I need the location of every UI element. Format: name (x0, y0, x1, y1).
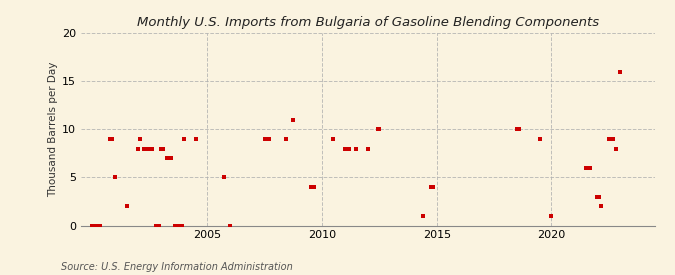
Point (309, 185, 320, 189)
Point (122, 204, 132, 208)
Point (133, 146, 144, 151)
Point (263, 137, 274, 141)
Point (171, 223, 182, 228)
Point (580, 166, 591, 170)
Point (91, 223, 102, 228)
Point (87, 223, 98, 228)
Point (305, 185, 316, 189)
Point (374, 127, 385, 131)
Point (156, 146, 167, 151)
Point (512, 127, 522, 131)
Point (144, 146, 155, 151)
Point (592, 194, 603, 199)
Point (92, 223, 103, 228)
Point (162, 156, 173, 160)
Point (611, 146, 622, 151)
Point (594, 194, 605, 199)
Point (418, 214, 429, 218)
Point (169, 223, 180, 228)
Point (173, 223, 184, 228)
Point (259, 137, 270, 141)
Point (608, 137, 618, 141)
Y-axis label: Thousand Barrels per Day: Thousand Barrels per Day (48, 62, 58, 197)
Point (372, 127, 383, 131)
Point (427, 185, 438, 189)
Point (177, 223, 188, 228)
Point (328, 137, 339, 141)
Point (288, 117, 298, 122)
Point (362, 146, 373, 151)
Point (280, 137, 291, 141)
Point (110, 175, 121, 180)
Point (152, 223, 163, 228)
Title: Monthly U.S. Imports from Bulgaria of Gasoline Blending Components: Monthly U.S. Imports from Bulgaria of Ga… (137, 16, 599, 29)
Point (585, 166, 595, 170)
Point (546, 214, 557, 218)
Point (150, 223, 161, 228)
Point (603, 137, 614, 141)
Point (154, 223, 165, 228)
Point (514, 127, 524, 131)
Point (135, 137, 146, 141)
Point (95, 223, 105, 228)
Point (179, 137, 190, 141)
Point (138, 146, 149, 151)
Point (351, 146, 362, 151)
Point (596, 204, 607, 208)
Point (340, 146, 350, 151)
Point (158, 146, 169, 151)
Point (104, 137, 115, 141)
Point (425, 185, 436, 189)
Point (615, 69, 626, 74)
Point (146, 146, 157, 151)
Point (225, 223, 236, 228)
Point (535, 137, 545, 141)
Point (344, 146, 354, 151)
Point (140, 146, 151, 151)
Text: Source: U.S. Energy Information Administration: Source: U.S. Energy Information Administ… (61, 262, 292, 271)
Point (190, 137, 201, 141)
Point (165, 156, 176, 160)
Point (219, 175, 230, 180)
Point (106, 137, 117, 141)
Point (89, 223, 100, 228)
